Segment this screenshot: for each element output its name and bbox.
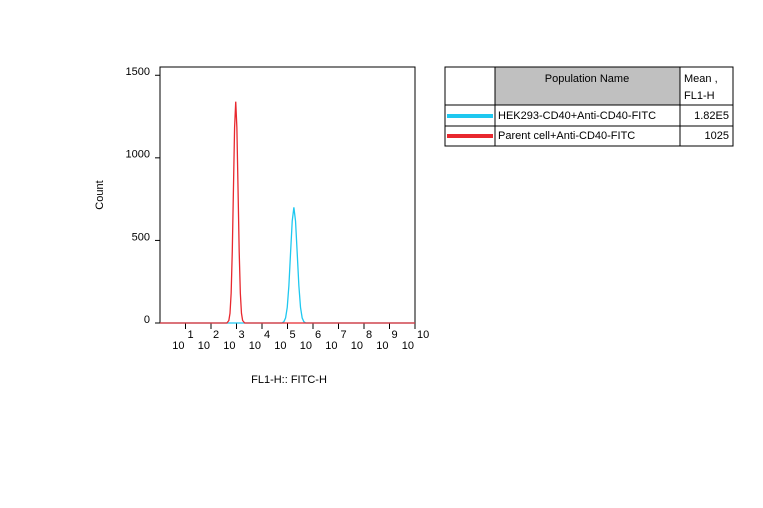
legend-table: Population Name Mean , FL1-H [444,66,734,147]
x-tick-exponent: 5 [290,329,296,341]
header-text: Mean , [684,73,718,85]
x-tick-label: 10 [376,340,388,352]
header-text: FL1-H [684,90,715,102]
x-tick-exponent: 8 [366,329,372,341]
legend-name: HEK293-CD40+Anti-CD40-FITC [498,110,656,122]
y-tick-label: 1000 [126,149,150,161]
x-tick-exponent: 1 [188,329,194,341]
x-tick-label: 10 [249,340,261,352]
x-tick-exponent: 7 [341,329,347,341]
legend-mean: 1.82E5 [694,110,729,122]
x-tick-label: 10 [172,340,184,352]
x-tick-exponent: 2 [213,329,219,341]
histogram-line [160,207,415,324]
y-tick-label: 0 [144,314,150,326]
x-tick-label: 10 [274,340,286,352]
x-tick-label: 10 [402,340,414,352]
header-cell [495,67,680,105]
legend-mean: 1025 [705,130,729,142]
table-border [444,66,734,147]
legend-name: Parent cell+Anti-CD40-FITC [498,130,635,142]
x-tick-exponent: 9 [392,329,398,341]
header-text: Population Name [545,73,629,85]
x-tick-label: 10 [223,340,235,352]
x-tick-label: 10 [325,340,337,352]
y-axis-label: Count [94,180,106,209]
x-tick-label: 10 [198,340,210,352]
x-tick-label: 10 [300,340,312,352]
x-tick-exponent: 10 [417,329,429,341]
y-tick-label: 500 [132,231,150,243]
x-tick-exponent: 4 [264,329,270,341]
x-tick-exponent: 6 [315,329,321,341]
y-tick-label: 1500 [126,66,150,78]
histogram-line [160,101,415,324]
x-axis-label: FL1-H:: FITC-H [251,374,327,386]
plot-frame [159,66,416,324]
x-tick-label: 10 [351,340,363,352]
x-tick-exponent: 3 [239,329,245,341]
